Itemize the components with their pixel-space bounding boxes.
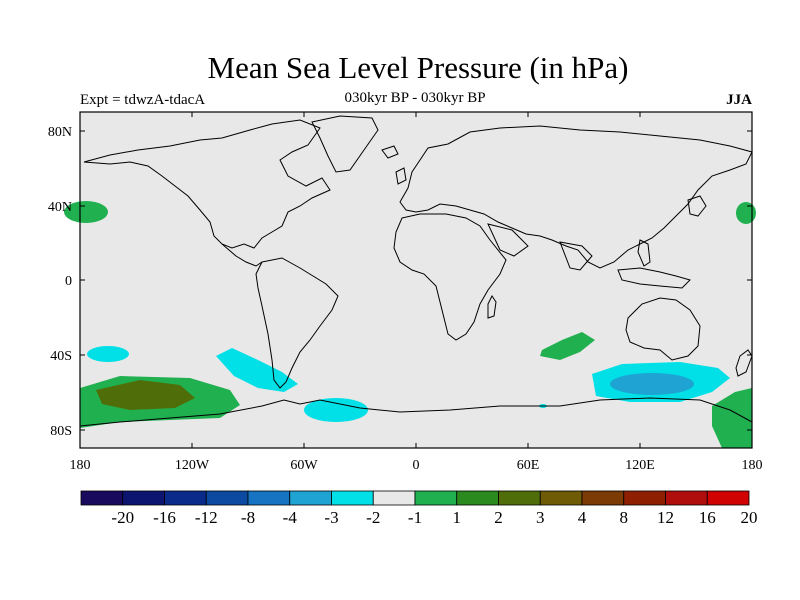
lon-tick-label: 180 bbox=[70, 458, 91, 473]
colorbar-swatch bbox=[706, 490, 750, 506]
colorbar-swatch bbox=[164, 490, 207, 506]
colorbar-label: -20 bbox=[111, 508, 134, 527]
colorbar-swatch bbox=[122, 490, 165, 506]
india-coast bbox=[559, 241, 593, 271]
anomaly-region-cyan bbox=[304, 398, 368, 422]
colorbar-swatch bbox=[247, 490, 291, 506]
anomaly-fills bbox=[64, 201, 756, 448]
lat-tick-label: 40S bbox=[50, 349, 72, 364]
colorbar-label: -2 bbox=[366, 508, 380, 527]
colorbar-swatch bbox=[414, 490, 458, 506]
central-america-coast bbox=[221, 243, 263, 267]
lon-tick-label: 60E bbox=[517, 458, 540, 473]
map-subtitle: 030kyr BP - 030kyr BP bbox=[344, 90, 486, 106]
lon-tick-label: 120E bbox=[625, 458, 655, 473]
anomaly-region-cyan bbox=[216, 348, 298, 392]
anomaly-region-green bbox=[64, 201, 108, 223]
lat-tick-label: 80S bbox=[50, 424, 72, 439]
colorbar-label: 20 bbox=[741, 508, 758, 527]
lon-tick-label: 60W bbox=[290, 458, 318, 473]
colorbar-label: 1 bbox=[453, 508, 462, 527]
eurasia-coast bbox=[399, 125, 753, 269]
colorbar-label: 2 bbox=[494, 508, 503, 527]
antarctica-coast bbox=[79, 397, 753, 427]
colorbar-swatch bbox=[331, 490, 374, 506]
colorbar-swatch bbox=[372, 490, 416, 506]
colorbar-swatch bbox=[539, 490, 583, 506]
colorbar-swatch bbox=[289, 490, 332, 506]
iceland-coast bbox=[381, 145, 399, 159]
colorbar-swatch bbox=[581, 490, 625, 506]
colorbar-label: -8 bbox=[241, 508, 255, 527]
colorbar-label: 12 bbox=[657, 508, 674, 527]
colorbar-swatch bbox=[80, 490, 124, 506]
colorbar-label: 8 bbox=[620, 508, 629, 527]
madagascar-coast bbox=[487, 295, 497, 319]
lon-tick-label: 120W bbox=[175, 458, 210, 473]
colorbar-swatch bbox=[498, 490, 541, 506]
lat-tick-label: 0 bbox=[65, 274, 72, 289]
greenland-coast bbox=[311, 115, 379, 173]
map-title: Mean Sea Level Pressure (in hPa) bbox=[207, 50, 629, 85]
anomaly-region-green bbox=[540, 332, 595, 360]
colorbar-label: -12 bbox=[195, 508, 218, 527]
anomaly-region-green bbox=[712, 388, 752, 448]
colorbar-swatch bbox=[205, 490, 249, 506]
anomaly-region-blue bbox=[610, 373, 694, 395]
africa-coast bbox=[393, 213, 507, 341]
colorbar-label: -16 bbox=[153, 508, 176, 527]
arabia-coast bbox=[487, 223, 529, 257]
coastlines bbox=[79, 115, 753, 427]
lat-tick-label: 40N bbox=[48, 200, 72, 215]
new-zealand-coast bbox=[735, 349, 753, 377]
japan-coast bbox=[687, 195, 707, 217]
experiment-label: Expt = tdwzA-tdacA bbox=[80, 92, 206, 108]
season-label: JJA bbox=[726, 92, 752, 108]
colorbar-label: 16 bbox=[699, 508, 716, 527]
colorbar-label: -1 bbox=[408, 508, 422, 527]
lon-tick-label: 180 bbox=[742, 458, 763, 473]
colorbar-label: 4 bbox=[578, 508, 587, 527]
anomaly-region-green bbox=[736, 202, 756, 224]
colorbar-label: 3 bbox=[536, 508, 545, 527]
latitude-axis: 80N 40N 0 40S 80S bbox=[48, 125, 752, 439]
north-america-coast bbox=[83, 119, 331, 249]
british-isles-coast bbox=[395, 167, 407, 185]
colorbar-label: -4 bbox=[283, 508, 298, 527]
lon-tick-label: 0 bbox=[413, 458, 420, 473]
philippines-coast bbox=[637, 239, 651, 267]
lat-tick-label: 80N bbox=[48, 125, 72, 140]
colorbar-label: -3 bbox=[324, 508, 338, 527]
australia-coast bbox=[625, 297, 701, 361]
anomaly-region-cyan bbox=[87, 346, 129, 362]
anomaly-region-dark-green bbox=[96, 380, 195, 410]
indonesia-coast bbox=[617, 267, 691, 289]
colorbar: -20 -16 -12 -8 -4 -3 -2 -1 1 2 3 4 8 12 16 20 bbox=[80, 490, 758, 527]
colorbar-swatch bbox=[665, 490, 708, 506]
south-america-coast bbox=[255, 257, 339, 389]
colorbar-swatch bbox=[456, 490, 499, 506]
colorbar-swatch bbox=[623, 490, 666, 506]
longitude-axis: 180 120W 60W 0 60E 120E 180 bbox=[70, 112, 763, 473]
